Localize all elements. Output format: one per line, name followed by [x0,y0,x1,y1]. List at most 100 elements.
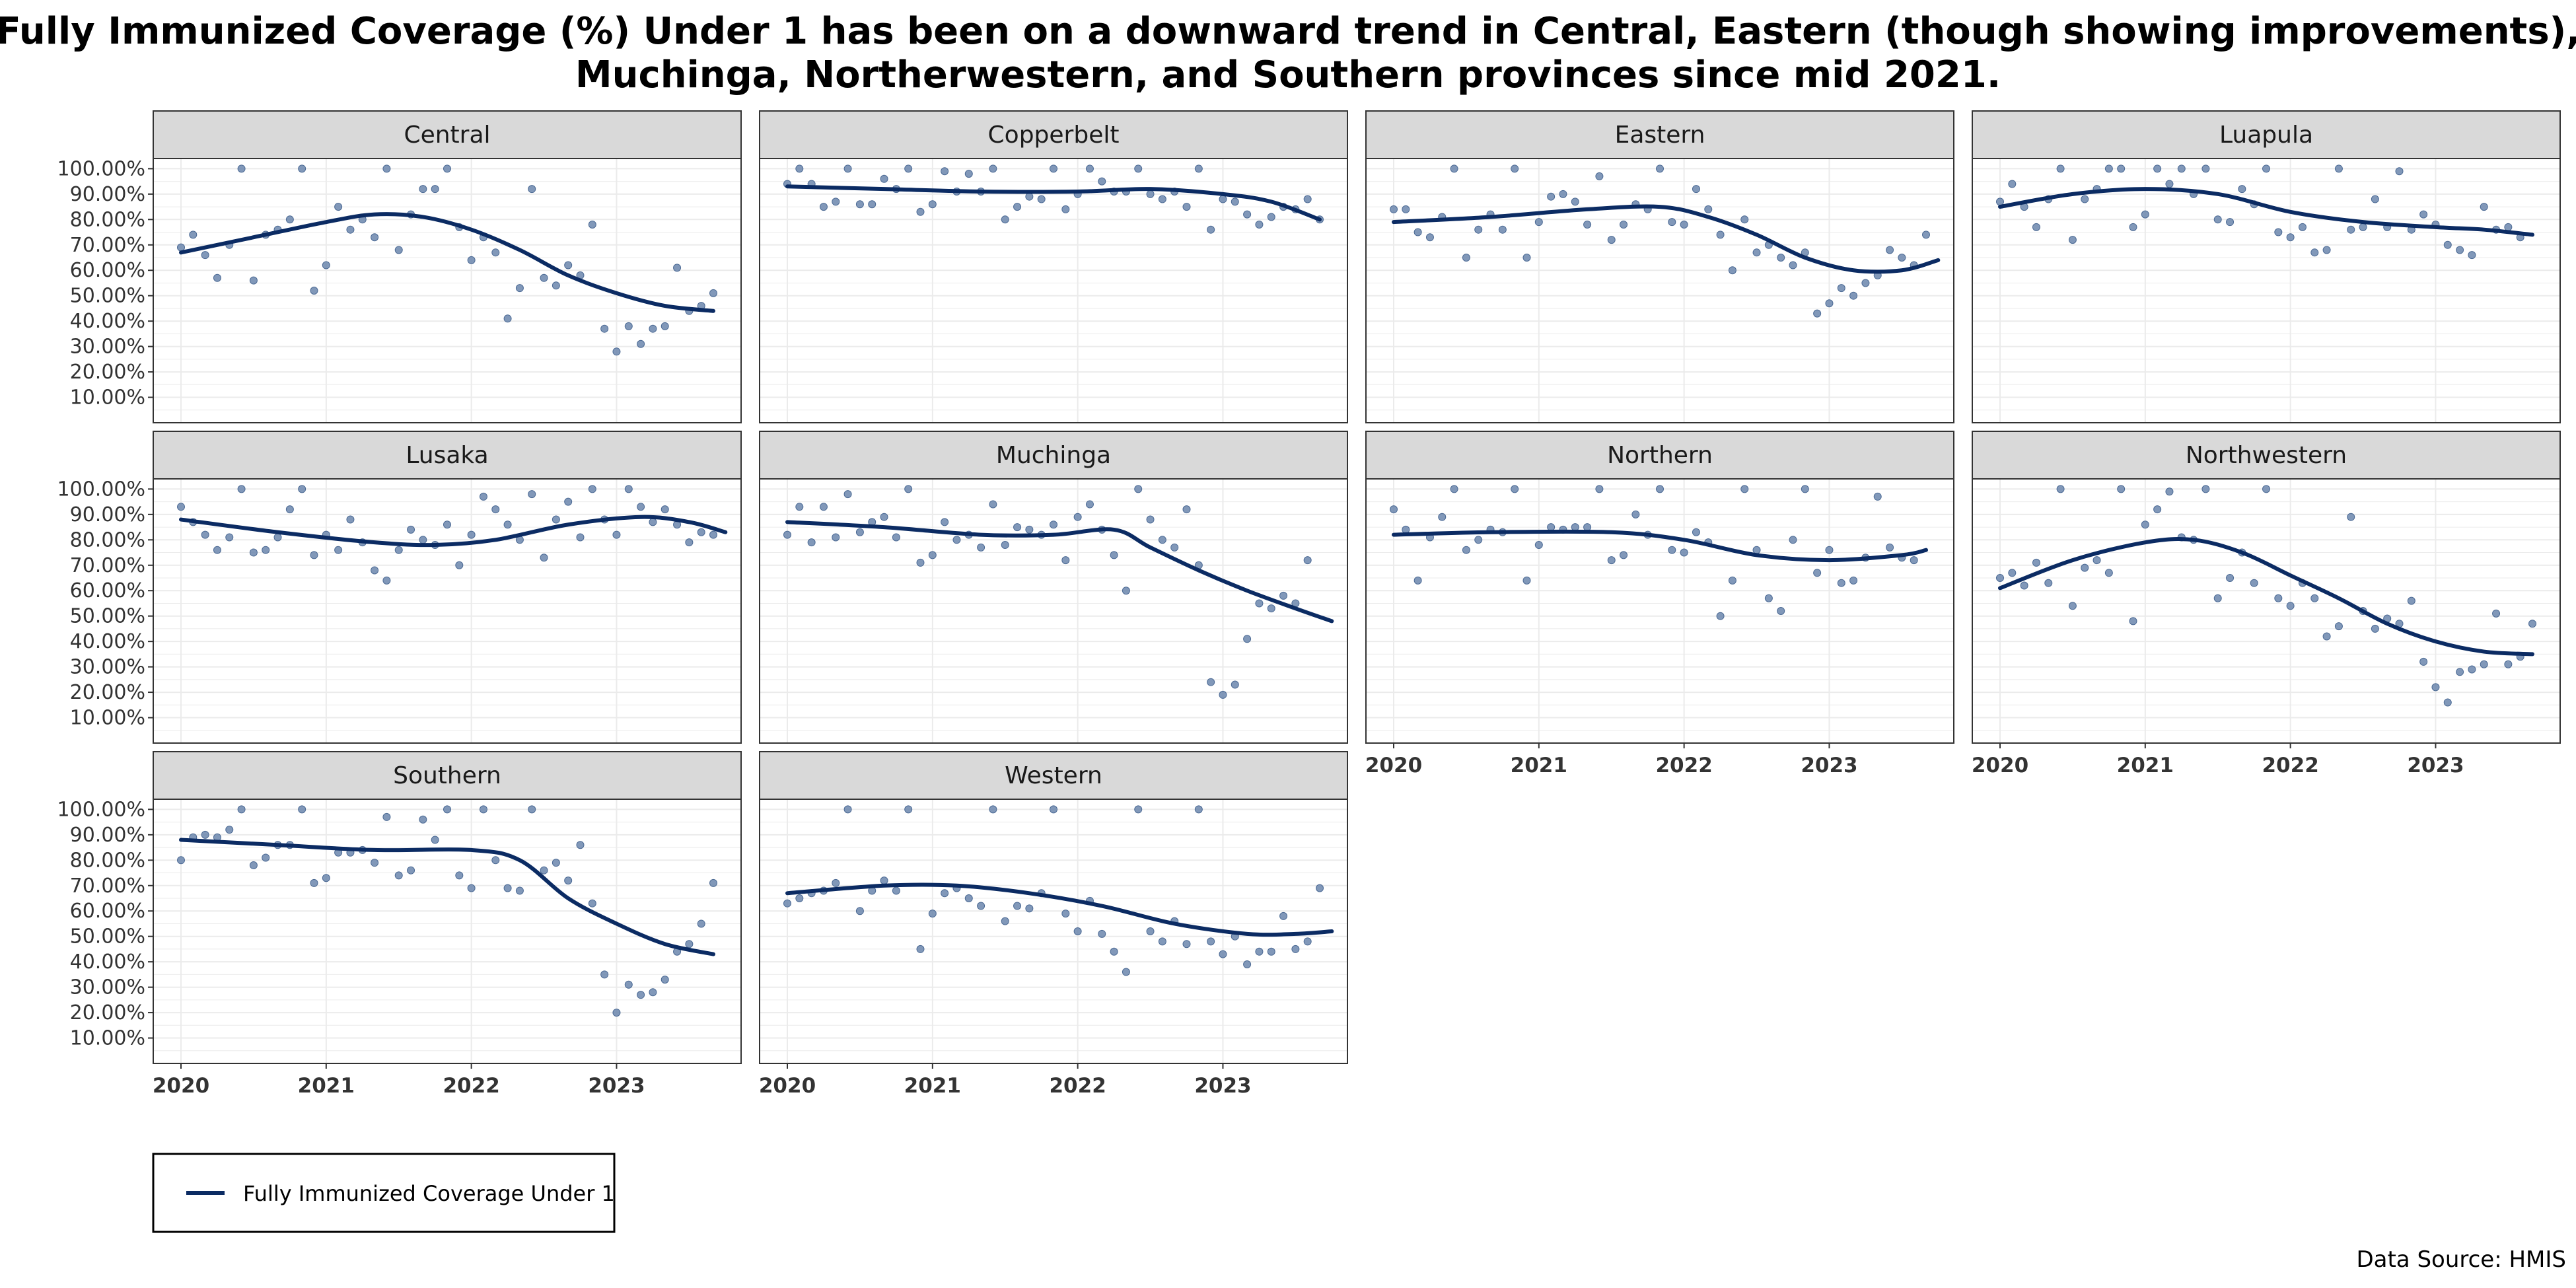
data-point [213,273,221,282]
data-point [1789,536,1797,544]
data-point [419,185,427,194]
y-tick-label: 80.00% [70,528,145,552]
data-point [1595,172,1604,180]
data-point [697,528,705,536]
data-point [2395,167,2404,176]
data-point [371,859,379,867]
x-tick-label: 2023 [1801,754,1857,777]
data-point [832,197,840,206]
data-point [1098,929,1106,938]
y-tick-label: 100.00% [57,478,145,501]
y-tick-label: 50.00% [70,285,145,308]
data-point [1813,569,1822,577]
data-point [1146,515,1155,524]
data-point [1922,231,1930,239]
data-point [941,518,949,526]
data-point [1498,225,1507,234]
data-point [612,530,621,539]
data-point [1825,299,1834,308]
panel-strip-label: Copperbelt [988,122,1120,149]
data-point [1194,164,1203,173]
data-point [2407,596,2415,605]
data-point [1207,937,1215,946]
data-point [1996,197,2004,206]
data-point [588,221,596,229]
data-point [407,525,415,534]
data-point [443,805,451,814]
data-point [600,970,609,979]
data-point [2032,558,2040,567]
data-point [2250,579,2258,587]
data-point [1996,574,2004,582]
data-point [1462,546,1470,554]
data-point [880,513,888,521]
data-point [237,164,246,173]
data-point [1243,635,1252,643]
panel-strip-label: Western [1005,762,1102,789]
data-point [407,866,415,875]
data-point [1740,215,1749,224]
data-point [1267,213,1275,221]
data-point [1158,536,1166,544]
data-point [201,530,209,539]
data-point [2274,228,2283,236]
y-tick-label: 50.00% [70,925,145,948]
data-point [552,281,560,290]
x-tick-label: 2020 [1972,754,2028,777]
data-point [1303,556,1312,565]
data-point [1390,505,1398,514]
data-point [2081,563,2089,572]
data-point [1110,947,1118,956]
x-tick-label: 2021 [298,1074,355,1098]
data-point [1243,960,1252,968]
data-point [540,866,548,875]
panel-strip-label: Luapula [2219,122,2313,149]
data-point [576,841,585,849]
data-point [1061,205,1070,213]
data-point [394,546,403,554]
data-point [2468,665,2476,674]
data-point [2165,487,2174,496]
x-tick-label: 2022 [2262,754,2318,777]
data-point [2347,513,2355,521]
data-point [1425,233,1434,242]
data-point [491,856,500,865]
data-point [612,347,621,356]
legend-box [152,1153,616,1233]
data-point [177,856,185,865]
data-point [1050,805,1057,814]
data-point [977,902,985,910]
panel-points [1390,485,1918,620]
data-point [310,878,318,887]
data-point [1279,912,1288,920]
data-point [1013,902,1022,910]
data-point [661,505,669,514]
data-point [1886,543,1894,552]
trend-line [179,838,715,956]
data-point [904,164,913,173]
data-point [1704,205,1713,213]
data-point [783,899,791,908]
data-point [2129,617,2137,626]
panel-southern: Southern 10.00% 20.00%30.00%40.00%50.00%60… [57,751,742,1098]
data-point [334,546,343,554]
data-point [880,877,888,885]
data-point [1450,485,1458,493]
data-point [637,503,645,511]
facet-panels: Central10.00%20.00%30.00%40.00%50.00%60.… [57,110,2561,1098]
data-point [1692,528,1700,536]
data-point [1728,576,1736,585]
panel-strip-label: Lusaka [406,442,488,469]
data-point [249,861,258,869]
panel-northwestern: Northwestern 2020 2021 2022 2023 [1972,431,2561,777]
data-point [964,894,973,902]
title-line-1: Fully Immunized Coverage (%) Under 1 has… [0,10,2576,53]
data-point [528,185,536,194]
x-tick-label: 2023 [1194,1074,1251,1098]
data-point [1207,225,1215,234]
data-point [709,530,717,539]
data-point [709,878,717,887]
data-point [2504,660,2513,668]
data-point [1764,594,1773,602]
data-point [382,576,391,585]
